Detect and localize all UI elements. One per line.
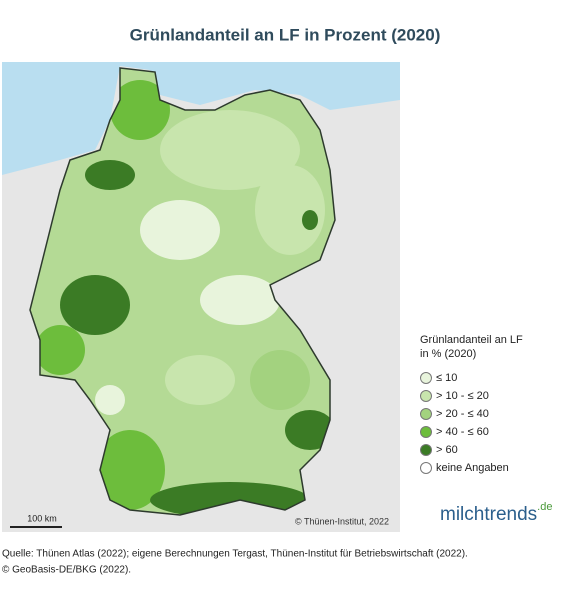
legend-swatch xyxy=(420,408,432,420)
source-line: © GeoBasis-DE/BKG (2022). xyxy=(2,565,131,576)
source-line: Quelle: Thünen Atlas (2022); eigene Bere… xyxy=(2,549,468,560)
map: 100 km © Thünen-Institut, 2022 xyxy=(2,62,400,532)
legend-label: > 20 - ≤ 40 xyxy=(436,408,489,420)
legend-label: > 10 - ≤ 20 xyxy=(436,390,489,402)
legend-swatch xyxy=(420,390,432,402)
scale-label: 100 km xyxy=(27,513,57,523)
legend-title: in % (2020) xyxy=(420,348,476,360)
legend-swatch xyxy=(420,372,432,384)
logo-suffix: .de xyxy=(537,501,552,513)
legend-swatch xyxy=(420,444,432,456)
legend-label: keine Angaben xyxy=(436,462,509,474)
logo-name: milchtrends xyxy=(440,504,537,525)
legend-label: > 40 - ≤ 60 xyxy=(436,426,489,438)
legend-label: ≤ 10 xyxy=(436,372,457,384)
legend-swatch xyxy=(420,462,432,474)
title: Grünlandanteil an LF in Prozent (2020) xyxy=(130,25,441,44)
logo: milchtrends.de xyxy=(440,501,552,525)
copyright: © Thünen-Institut, 2022 xyxy=(295,516,389,526)
legend-swatch xyxy=(420,426,432,438)
legend-label: > 60 xyxy=(436,444,458,456)
legend: Grünlandanteil an LF in % (2020) ≤ 10 > 1… xyxy=(420,334,523,474)
legend-title: Grünlandanteil an LF xyxy=(420,334,523,346)
